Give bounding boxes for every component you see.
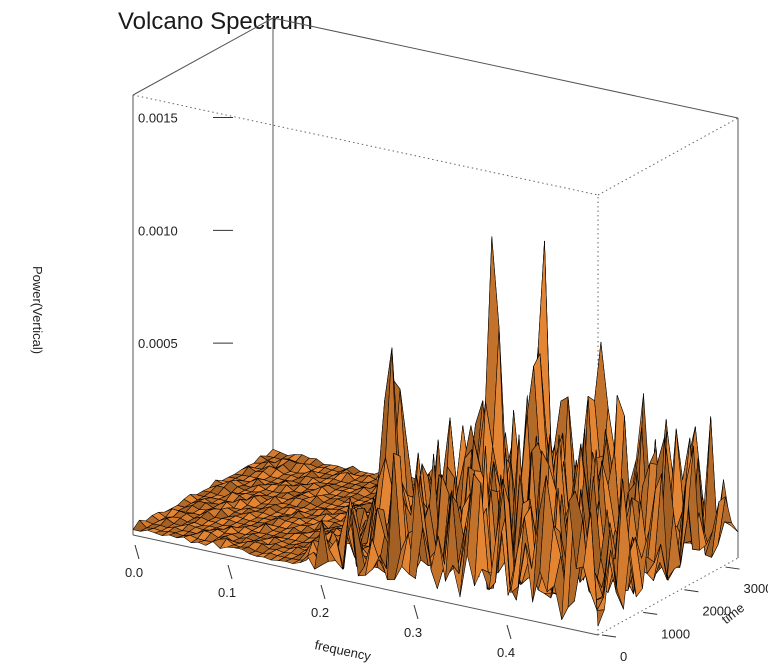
x-tick-label: 0.2	[311, 605, 329, 620]
z-tick-label: 0.0005	[138, 336, 178, 351]
x-tick	[227, 564, 233, 580]
x-tick-label: 0.0	[125, 565, 143, 580]
box-edge	[132, 17, 274, 96]
x-tick-label: 0.4	[497, 645, 515, 660]
y-tick-label: 0	[620, 649, 627, 664]
y-tick-label: 1000	[661, 626, 690, 641]
y-tick	[601, 634, 617, 638]
x-tick	[320, 584, 326, 600]
x-tick-label: 0.1	[218, 585, 236, 600]
y-tick-label: 2000	[702, 604, 731, 619]
x-tick	[413, 604, 419, 620]
y-tick	[725, 566, 740, 570]
plot-box-back	[132, 17, 739, 635]
box-edge	[132, 94, 599, 196]
surface-mesh	[132, 236, 739, 627]
x-tick	[506, 624, 512, 640]
x-tick-label: 0.3	[404, 625, 422, 640]
surface-facet	[590, 511, 605, 627]
y-tick	[684, 589, 699, 593]
z-axis-label: Power(Vertical)	[30, 266, 45, 354]
x-tick	[134, 544, 140, 560]
box-edge	[272, 17, 739, 119]
box-edge	[597, 117, 739, 196]
y-tick	[643, 611, 658, 615]
surface-facet	[724, 521, 739, 533]
chart-title: Volcano Spectrum	[118, 8, 313, 35]
y-tick-label: 3000	[744, 581, 768, 596]
box-edge	[132, 534, 599, 636]
plot-box-front	[132, 534, 739, 636]
x-axis-label: frequency	[313, 637, 372, 664]
z-tick-label: 0.0015	[138, 111, 178, 126]
z-tick-label: 0.0010	[138, 223, 178, 238]
